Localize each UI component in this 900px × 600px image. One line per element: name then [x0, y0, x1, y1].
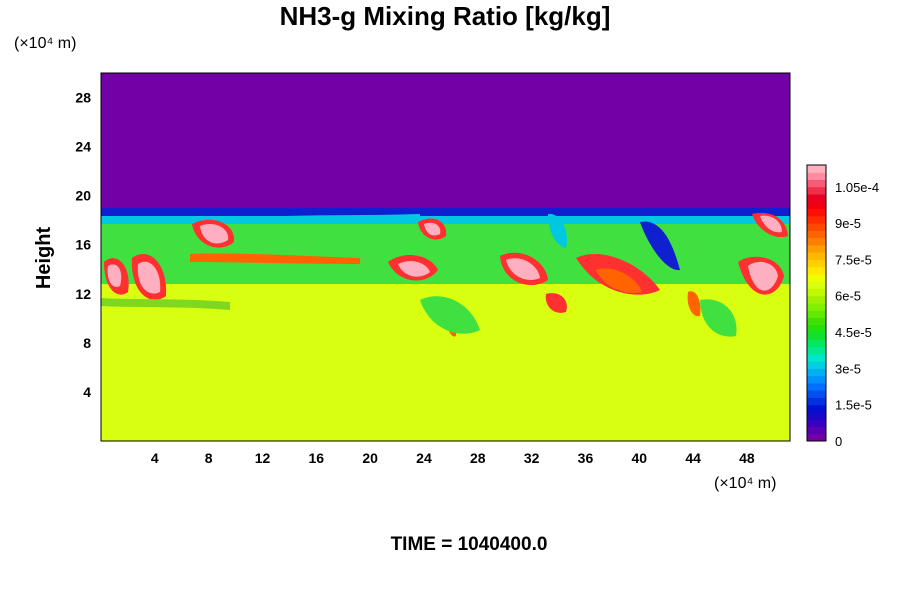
x-tick-label: 48 [739, 450, 755, 466]
colorbar-level [807, 179, 826, 188]
colorbar-level [807, 252, 826, 260]
colorbar-level [807, 208, 826, 217]
colorbar-tick-label: 6e-5 [835, 289, 861, 304]
plume-structure [107, 264, 122, 287]
x-tick-label: 8 [205, 450, 213, 466]
colorbar-tick-label: 9e-5 [835, 216, 861, 231]
plume-structure [700, 299, 737, 337]
x-tick-label: 4 [151, 450, 159, 466]
plot-frame [100, 72, 791, 442]
plume-structure [687, 291, 701, 317]
colorbar-tick-label: 4.5e-5 [835, 325, 872, 340]
plume-structure [640, 221, 680, 271]
colorbar-tick-label: 3e-5 [835, 361, 861, 376]
colorbar-level [807, 346, 826, 355]
x-unit-label: (×10⁴ m) [714, 475, 776, 492]
colorbar-tick-label: 0 [835, 434, 842, 449]
colorbar-level [807, 303, 826, 311]
colorbar-level [807, 368, 826, 377]
colorbar-level [807, 172, 826, 181]
x-tick-label: 24 [416, 450, 432, 466]
plume-structure [596, 268, 642, 294]
plume-structure [240, 214, 420, 224]
heatmap-field [100, 72, 791, 442]
y-tick-label: 16 [75, 237, 91, 253]
y-axis-ticks: 4 8 12 16 20 24 28 [75, 90, 91, 400]
colorbar-level [807, 165, 826, 173]
plume-structure [506, 258, 540, 280]
plume-structure [420, 296, 480, 334]
colorbar-level [807, 332, 826, 340]
plume-structure [748, 261, 778, 291]
colorbar-level [807, 339, 826, 348]
x-tick-label: 32 [524, 450, 540, 466]
colorbar-level [807, 273, 826, 282]
y-tick-label: 4 [83, 384, 91, 400]
x-tick-label: 12 [255, 450, 271, 466]
colorbar-level [807, 419, 826, 427]
colorbar-level [807, 411, 826, 420]
colorbar-level [807, 310, 826, 319]
colorbar-level [807, 230, 826, 239]
colorbar-level [807, 244, 826, 253]
colorbar-level [807, 390, 826, 398]
y-axis-label: Height [33, 227, 55, 290]
colorbar-level [807, 295, 826, 304]
y-tick-label: 28 [75, 90, 91, 106]
colorbar-tick-label: 1.5e-5 [835, 398, 872, 413]
colorbar-tick-label: 1.05e-4 [835, 180, 879, 195]
field-plumes [101, 212, 788, 337]
colorbar-level [807, 237, 826, 246]
colorbar-frame [806, 164, 827, 442]
x-tick-label: 40 [631, 450, 647, 466]
colorbar [806, 164, 827, 442]
plume-structure [545, 293, 567, 313]
plume-structure [398, 261, 430, 277]
colorbar-level [807, 324, 826, 333]
x-tick-label: 28 [470, 450, 486, 466]
plume-structure [424, 222, 441, 236]
colorbar-level [807, 259, 826, 268]
colorbar-level [807, 215, 826, 224]
colorbar-level [807, 361, 826, 369]
colorbar-level [807, 266, 826, 275]
y-tick-label: 24 [75, 139, 91, 155]
colorbar-labels: 0 1.5e-5 3e-5 4.5e-5 6e-5 7.5e-5 9e-5 1.05e-4 [835, 180, 879, 449]
y-tick-label: 8 [83, 335, 91, 351]
colorbar-level [807, 223, 826, 231]
colorbar-level [807, 186, 826, 195]
colorbar-level [807, 426, 826, 435]
x-tick-label: 16 [309, 450, 325, 466]
chart-title: NH3-g Mixing Ratio [kg/kg] [280, 1, 611, 31]
y-unit-label: (×10⁴ m) [14, 35, 76, 52]
colorbar-level [807, 201, 826, 210]
colorbar-level [807, 281, 826, 289]
x-tick-label: 44 [685, 450, 701, 466]
colorbar-level [807, 404, 826, 413]
x-tick-label: 36 [578, 450, 594, 466]
colorbar-level [807, 375, 826, 384]
field-upper-layer [101, 73, 790, 215]
plume-structure [137, 261, 161, 294]
colorbar-level [807, 194, 826, 202]
x-axis-ticks: 4 8 12 16 20 24 28 32 36 40 44 48 [151, 450, 755, 466]
x-tick-label: 20 [362, 450, 378, 466]
plume-structure [190, 253, 360, 264]
colorbar-tick-label: 7.5e-5 [835, 252, 872, 267]
colorbar-level [807, 382, 826, 391]
plume-structure [200, 223, 229, 244]
colorbar-level [807, 317, 826, 326]
colorbar-level [807, 353, 826, 362]
plume-structure [101, 298, 230, 310]
colorbar-level [807, 397, 826, 406]
colorbar-level [807, 288, 826, 297]
plume-structure [548, 213, 567, 248]
y-tick-label: 20 [75, 188, 91, 204]
plume-structure [760, 215, 782, 233]
colorbar-level [807, 433, 826, 442]
time-label: TIME = 1040400.0 [391, 534, 548, 555]
y-tick-label: 12 [75, 286, 91, 302]
